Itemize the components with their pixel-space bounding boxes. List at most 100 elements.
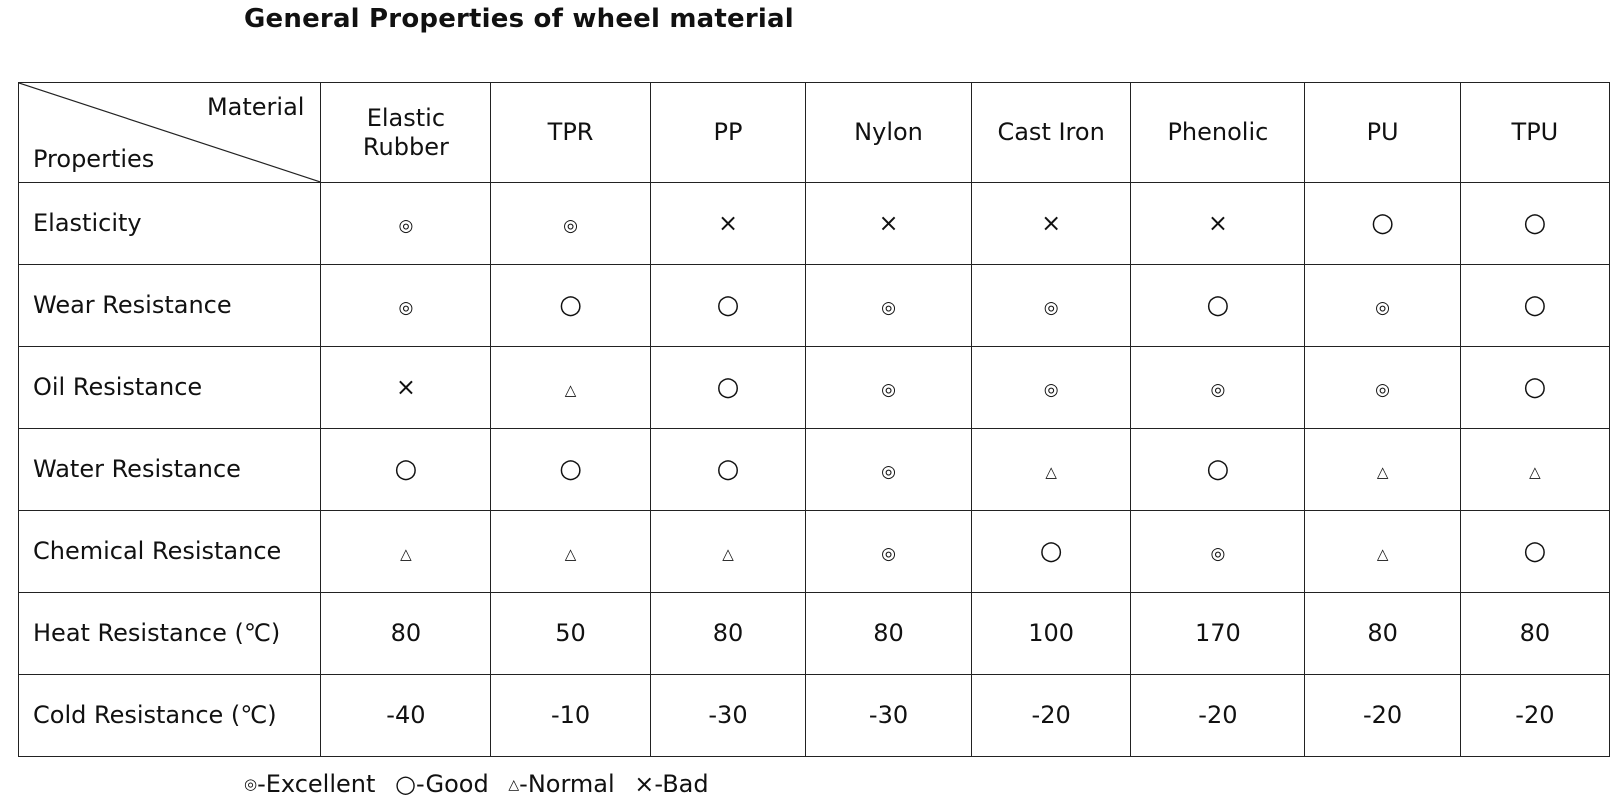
column-header: Nylon bbox=[805, 82, 972, 183]
table-row: Chemical Resistance △ △ △ ◎ ○ ◎ △ ○ bbox=[17, 510, 1611, 593]
bad-icon: × bbox=[878, 209, 899, 238]
cell-value: 170 bbox=[1194, 619, 1241, 648]
column-header: Phenolic bbox=[1130, 82, 1306, 183]
normal-icon: △ bbox=[1529, 463, 1541, 482]
table-cell: ◎ bbox=[805, 428, 972, 511]
row-label: Water Resistance bbox=[17, 428, 322, 511]
table-cell: ◎ bbox=[1130, 510, 1306, 593]
good-icon: ○ bbox=[1039, 536, 1063, 567]
table-cell: ○ bbox=[1459, 182, 1611, 265]
table-cell: × bbox=[320, 346, 492, 429]
table-cell: ◎ bbox=[805, 346, 972, 429]
excellent-icon: ◎ bbox=[881, 298, 896, 319]
table-cell: × bbox=[649, 182, 807, 265]
table-cell: ○ bbox=[1130, 264, 1306, 347]
excellent-icon: ◎ bbox=[1043, 298, 1059, 319]
excellent-icon: ◎ bbox=[1375, 298, 1390, 319]
table-cell: ◎ bbox=[320, 264, 492, 347]
table-cell: 100 bbox=[970, 592, 1132, 675]
legend-excellent: ◎-Excellent bbox=[244, 770, 376, 798]
corner-material-label: Material bbox=[206, 93, 305, 121]
good-icon: ○ bbox=[716, 372, 740, 403]
table-cell: ◎ bbox=[1304, 346, 1461, 429]
excellent-icon: ◎ bbox=[1210, 380, 1226, 401]
good-icon: ○ bbox=[559, 454, 582, 485]
corner-properties-label: Properties bbox=[33, 145, 155, 174]
good-icon: ○ bbox=[1523, 290, 1547, 321]
excellent-icon: ◎ bbox=[563, 216, 578, 237]
table-cell: -40 bbox=[320, 674, 492, 757]
good-icon: ○ bbox=[716, 454, 740, 485]
table-cell: △ bbox=[1304, 510, 1461, 593]
column-header: Elastic Rubber bbox=[320, 82, 492, 183]
cell-value: 80 bbox=[873, 619, 904, 648]
table-cell: ○ bbox=[649, 428, 807, 511]
excellent-icon: ◎ bbox=[244, 775, 258, 793]
cell-value: -30 bbox=[708, 701, 748, 730]
good-icon: ○ bbox=[1371, 208, 1394, 239]
good-icon: ○ bbox=[1206, 454, 1230, 485]
corner-header-cell: Material Properties bbox=[17, 82, 322, 183]
bad-icon: × bbox=[634, 770, 655, 798]
table-cell: ◎ bbox=[1130, 346, 1306, 429]
table-cell: △ bbox=[490, 510, 651, 593]
cell-value: -20 bbox=[1362, 701, 1403, 730]
cell-value: -20 bbox=[1031, 701, 1071, 730]
table-row: Wear Resistance ◎ ○ ○ ◎ ◎ ○ ◎ ○ bbox=[17, 264, 1611, 347]
table-cell: ○ bbox=[1130, 428, 1306, 511]
table-cell: ○ bbox=[1459, 510, 1611, 593]
bad-icon: × bbox=[1207, 209, 1228, 238]
table-cell: ○ bbox=[649, 264, 807, 347]
table-cell: -30 bbox=[649, 674, 807, 757]
legend-good: ○-Good bbox=[395, 770, 489, 798]
properties-table: Material Properties Elastic Rubber TPR PP… bbox=[17, 82, 1611, 757]
cell-value: 80 bbox=[1367, 619, 1398, 648]
table-cell: ○ bbox=[490, 264, 651, 347]
normal-icon: △ bbox=[1376, 463, 1389, 482]
table-cell: -20 bbox=[1459, 674, 1611, 757]
good-icon: ○ bbox=[395, 770, 416, 798]
table-cell: -30 bbox=[805, 674, 972, 757]
row-label: Heat Resistance (℃) bbox=[17, 592, 322, 675]
table-cell: ○ bbox=[1459, 346, 1611, 429]
table-cell: 170 bbox=[1130, 592, 1306, 675]
cell-value: 80 bbox=[390, 619, 422, 648]
normal-icon: △ bbox=[564, 381, 577, 400]
column-header: PU bbox=[1304, 82, 1461, 183]
table-cell: ○ bbox=[490, 428, 651, 511]
excellent-icon: ◎ bbox=[1210, 544, 1226, 565]
good-icon: ○ bbox=[716, 290, 740, 321]
normal-icon: △ bbox=[722, 545, 734, 564]
table-cell: 80 bbox=[1459, 592, 1611, 675]
cell-value: 100 bbox=[1028, 619, 1075, 648]
table-cell: ◎ bbox=[490, 182, 651, 265]
table-cell: -20 bbox=[970, 674, 1132, 757]
row-label: Chemical Resistance bbox=[17, 510, 322, 593]
table-cell: ○ bbox=[970, 510, 1132, 593]
bad-icon: × bbox=[717, 209, 739, 238]
page-title: General Properties of wheel material bbox=[244, 4, 794, 34]
table-cell: △ bbox=[1304, 428, 1461, 511]
row-label: Elasticity bbox=[17, 182, 322, 265]
table-cell: ◎ bbox=[320, 182, 492, 265]
table-row: Water Resistance ○ ○ ○ ◎ △ ○ △ △ bbox=[17, 428, 1611, 511]
bad-icon: × bbox=[395, 373, 416, 402]
excellent-icon: ◎ bbox=[881, 544, 896, 565]
good-icon: ○ bbox=[1206, 290, 1230, 321]
table-cell: ○ bbox=[1304, 182, 1461, 265]
cell-value: -20 bbox=[1198, 701, 1238, 730]
table-cell: -20 bbox=[1130, 674, 1306, 757]
normal-icon: △ bbox=[1376, 545, 1389, 564]
table-row: Heat Resistance (℃) 80 50 80 80 100 170 80 80 bbox=[17, 592, 1611, 675]
table-cell: ○ bbox=[320, 428, 492, 511]
table-cell: △ bbox=[320, 510, 492, 593]
table-cell: ◎ bbox=[805, 264, 972, 347]
row-label: Oil Resistance bbox=[17, 346, 322, 429]
table-cell: ◎ bbox=[1304, 264, 1461, 347]
good-icon: ○ bbox=[394, 454, 418, 485]
excellent-icon: ◎ bbox=[881, 462, 896, 483]
cell-value: -30 bbox=[868, 701, 909, 730]
excellent-icon: ◎ bbox=[1375, 380, 1390, 401]
legend-normal: △-Normal bbox=[508, 770, 615, 798]
diagonal-divider bbox=[19, 83, 320, 182]
